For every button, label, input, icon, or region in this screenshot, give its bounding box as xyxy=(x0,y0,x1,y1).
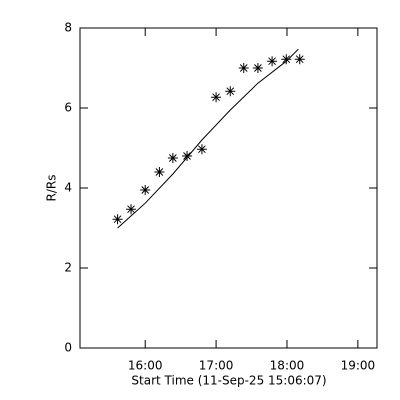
data-point xyxy=(252,63,263,73)
x-tick-label: 17:00 xyxy=(199,359,234,373)
y-tick-label: 2 xyxy=(64,261,72,275)
y-tick-label: 6 xyxy=(64,101,72,115)
data-point xyxy=(112,214,123,225)
data-point xyxy=(281,54,292,65)
plot-frame xyxy=(79,27,378,349)
data-point xyxy=(140,185,151,195)
data-point xyxy=(196,144,207,155)
fit-line xyxy=(117,48,299,229)
data-point xyxy=(267,56,278,67)
data-point xyxy=(126,204,137,215)
y-tick-label: 0 xyxy=(64,341,72,355)
x-tick-label: 19:00 xyxy=(341,359,376,373)
data-point xyxy=(154,167,165,177)
data-point xyxy=(225,86,236,97)
x-tick-label: 18:00 xyxy=(270,359,305,373)
y-tick-label: 4 xyxy=(64,181,72,195)
data-point xyxy=(211,92,222,103)
y-axis-label: R/Rs xyxy=(45,175,59,202)
data-point xyxy=(238,63,249,73)
y-tick-label: 8 xyxy=(64,21,72,35)
data-point xyxy=(167,153,178,163)
data-point xyxy=(182,151,193,161)
x-tick-label: 16:00 xyxy=(128,359,163,373)
data-point xyxy=(294,54,305,65)
x-axis-label: Start Time (11-Sep-25 15:06:07) xyxy=(131,374,326,388)
